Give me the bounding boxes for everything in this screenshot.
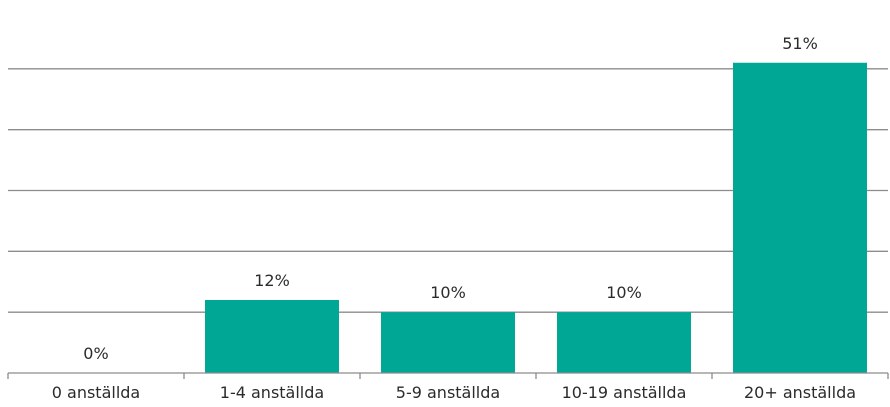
data-label-3: 10% [430,283,466,302]
x-axis [7,372,889,379]
data-label-5: 51% [782,34,818,53]
x-tick-label-1: 0 anställda [52,383,140,402]
x-tick-label-5: 20+ anställda [744,383,856,402]
x-tick-label-layer: 0 anställda 1-4 anställda 5-9 anställda 10-… [52,383,856,402]
bar-3 [381,312,515,373]
data-label-4: 10% [606,283,642,302]
bar-2 [205,300,339,373]
x-tick-label-3: 5-9 anställda [396,383,500,402]
x-tick-label-2: 1-4 anställda [220,383,324,402]
data-label-1: 0% [83,344,108,363]
data-label-layer: 0% 12% 10% 10% 51% [83,34,817,363]
bar-layer [205,62,867,373]
x-tick-label-4: 10-19 anställda [562,383,687,402]
data-label-2: 12% [254,271,290,290]
bar-4 [557,312,691,373]
bar-5 [733,62,867,373]
